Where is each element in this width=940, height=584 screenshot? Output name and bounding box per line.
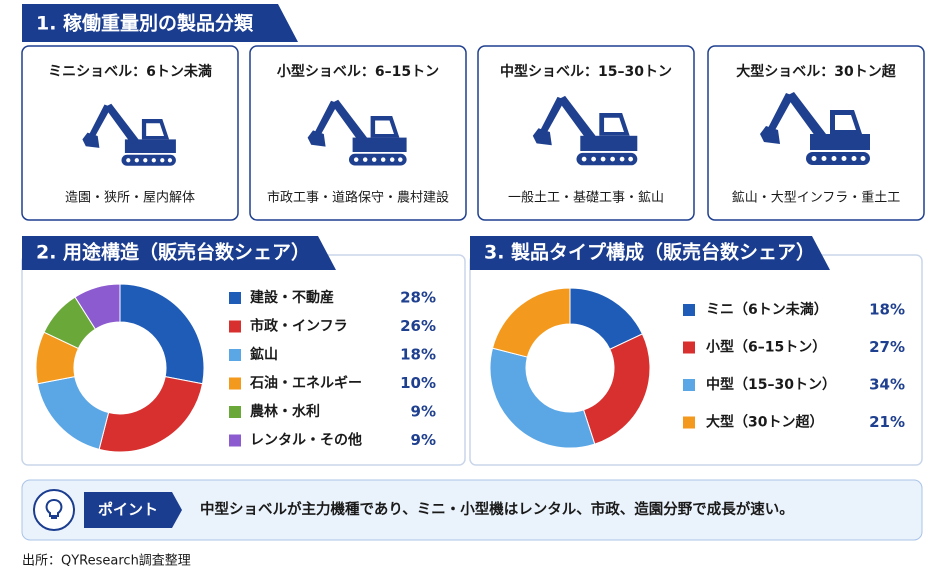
source: 出所：QYResearch調査整理 bbox=[22, 554, 191, 569]
donut-segment bbox=[74, 283, 121, 330]
value-label: 21% bbox=[869, 413, 905, 431]
card-title: 大型ショベル：30トン超 bbox=[736, 63, 896, 80]
card-uses: 鉱山・大型インフラ・重土工 bbox=[732, 190, 901, 206]
value-label: 28% bbox=[400, 289, 436, 307]
value-label: 26% bbox=[400, 317, 436, 335]
legend-swatch bbox=[229, 406, 241, 418]
legend-label: 建設・不動産 bbox=[250, 289, 334, 306]
card-uses: 市政工事・道路保守・農村建設 bbox=[267, 190, 449, 206]
legend-label: 中型（15–30トン） bbox=[706, 376, 836, 393]
banner bbox=[22, 4, 298, 42]
legend-label: 市政・インフラ bbox=[250, 318, 348, 335]
donut-segment bbox=[582, 333, 651, 445]
value-label: 10% bbox=[400, 374, 436, 392]
point-text: 中型ショベルが主力機種であり、ミニ・小型機はレンタル、市政、造園分野で成長が速い… bbox=[200, 500, 794, 518]
point-icon bbox=[33, 489, 75, 531]
value-label: 18% bbox=[869, 301, 905, 319]
point-box bbox=[21, 479, 923, 541]
legend-label: 大型（30トン超） bbox=[706, 414, 823, 431]
chart-title: 3. 製品タイプ構成（販売台数シェア） bbox=[484, 241, 815, 264]
legend-swatch bbox=[683, 379, 695, 391]
legend-label: ミニ（6トン未満） bbox=[706, 301, 828, 318]
point-tag bbox=[84, 492, 182, 528]
value-label: 9% bbox=[411, 403, 436, 421]
chart-title: 2. 用途構造（販売台数シェア） bbox=[36, 241, 310, 264]
legend-label: 石油・エネルギー bbox=[249, 375, 362, 392]
legend-label: レンタル・その他 bbox=[250, 432, 362, 449]
bulb bbox=[45, 499, 63, 519]
value-label: 18% bbox=[400, 346, 436, 364]
legend-swatch bbox=[683, 304, 695, 316]
legend-swatch bbox=[683, 416, 695, 429]
legend-swatch bbox=[229, 349, 241, 361]
donut-segment bbox=[489, 347, 596, 449]
card-uses: 造園・狭所・屋内解体 bbox=[65, 190, 195, 206]
legend-label: 鉱山 bbox=[250, 346, 278, 363]
legend-swatch bbox=[229, 320, 241, 333]
value-label: 9% bbox=[411, 431, 436, 449]
card-title: ミニショベル：6トン未満 bbox=[48, 63, 212, 80]
point-label: ポイント bbox=[98, 501, 158, 519]
value-label: 34% bbox=[869, 376, 905, 394]
legend-swatch bbox=[683, 341, 695, 354]
card-uses: 一般土工・基礎工事・鉱山 bbox=[508, 190, 664, 206]
banner bbox=[470, 236, 830, 270]
card-title: 小型ショベル：6–15トン bbox=[277, 63, 439, 80]
value-label: 27% bbox=[869, 338, 905, 356]
section-title: 1. 稼働重量別の製品分類 bbox=[36, 12, 254, 35]
banner bbox=[22, 236, 336, 270]
legend-swatch bbox=[229, 377, 241, 390]
donut-segment bbox=[119, 283, 205, 385]
legend-swatch bbox=[229, 292, 241, 304]
legend-label: 農林・水利 bbox=[250, 403, 320, 420]
legend-swatch bbox=[229, 434, 241, 447]
donut-segment bbox=[491, 287, 571, 358]
card-title: 中型ショベル：15–30トン bbox=[500, 63, 672, 80]
legend-label: 小型（6–15トン） bbox=[706, 339, 826, 356]
